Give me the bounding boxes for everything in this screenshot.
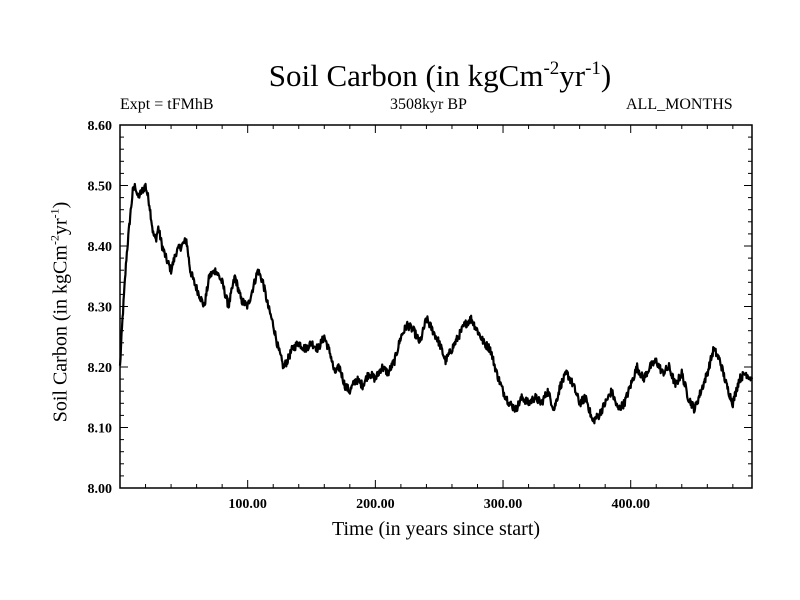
- plot-frame: [119, 124, 753, 489]
- y-tick-label: 8.00: [88, 482, 113, 497]
- axis-ticks: 8.00 8.10 8.20 8.30 8.40 8.50 8.60 100.00 200.00…: [88, 119, 752, 512]
- x-axis-label: Time (in years since start): [331, 518, 541, 540]
- chart-title: Soil Carbon (in kgCm-2yr-1): [268, 58, 612, 93]
- experiment-label: Expt = tFMhB: [120, 96, 214, 113]
- y-tick-label: 8.40: [88, 240, 113, 255]
- series-group: [118, 182, 754, 425]
- x-tick-label: 300.00: [484, 497, 523, 512]
- y-tick-label: 8.50: [88, 180, 113, 195]
- y-tick-label: 8.30: [88, 301, 113, 316]
- y-tick-label: 8.20: [88, 361, 113, 376]
- period-label: 3508kyr BP: [390, 96, 467, 113]
- y-tick-label: 8.10: [88, 422, 113, 437]
- series-line-soil-carbon: [118, 182, 754, 425]
- months-label: ALL_MONTHS: [626, 96, 733, 113]
- x-tick-label: 100.00: [228, 497, 267, 512]
- x-tick-label: 400.00: [611, 497, 650, 512]
- x-tick-label: 200.00: [356, 497, 395, 512]
- y-tick-label: 8.60: [88, 119, 113, 134]
